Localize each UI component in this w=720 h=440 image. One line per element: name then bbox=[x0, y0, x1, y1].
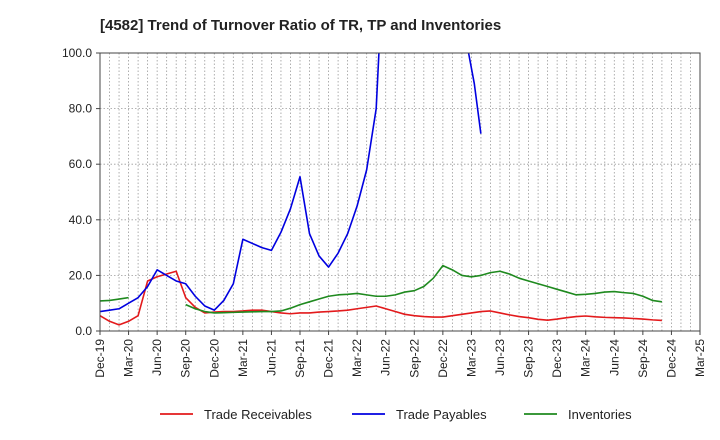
x-tick-label: Jun-20 bbox=[150, 339, 164, 376]
y-tick-label: 0.0 bbox=[75, 324, 92, 338]
x-tick-label: Sep-24 bbox=[636, 339, 650, 378]
plot-frame bbox=[99, 52, 701, 332]
x-tick-label: Dec-19 bbox=[93, 339, 107, 378]
x-tick-label: Jun-23 bbox=[493, 339, 507, 376]
x-tick-label: Sep-20 bbox=[179, 339, 193, 378]
x-tick-label: Sep-22 bbox=[407, 339, 421, 378]
y-tick-label: 40.0 bbox=[69, 213, 93, 227]
x-tick-label: Mar-20 bbox=[122, 339, 136, 377]
x-tick-label: Dec-24 bbox=[664, 339, 678, 378]
series-line-1 bbox=[467, 53, 482, 134]
axis-layer: 0.0 20.0 40.0 60.0 80.0 100.0 Dec-19 Mar-20 Jun-… bbox=[62, 46, 707, 378]
series-line-2 bbox=[185, 264, 663, 314]
x-tick-label: Jun-22 bbox=[379, 339, 393, 376]
y-tick-label: 100.0 bbox=[62, 46, 92, 60]
y-tick-label: 20.0 bbox=[69, 268, 93, 282]
x-tick-label: Mar-22 bbox=[350, 339, 364, 377]
x-tick-label: Jun-21 bbox=[264, 339, 278, 376]
x-tick-label: Mar-21 bbox=[236, 339, 250, 377]
series-line-0 bbox=[100, 270, 662, 326]
legend-label-2: Inventories bbox=[568, 407, 632, 422]
legend: Trade Receivables Trade Payables Inventori… bbox=[160, 407, 632, 422]
x-tick-label: Sep-21 bbox=[293, 339, 307, 378]
x-tick-label: Mar-25 bbox=[693, 339, 707, 377]
x-tick-label: Dec-23 bbox=[550, 339, 564, 378]
legend-label-1: Trade Payables bbox=[396, 407, 487, 422]
series-line-2 bbox=[100, 296, 129, 302]
x-tick-label: Sep-23 bbox=[522, 339, 536, 378]
series-layer bbox=[100, 53, 663, 326]
legend-label-0: Trade Receivables bbox=[204, 407, 312, 422]
y-tick-label: 60.0 bbox=[69, 157, 93, 171]
x-tick-label: Dec-22 bbox=[436, 339, 450, 378]
x-tick-label: Dec-20 bbox=[207, 339, 221, 378]
x-tick-label: Jun-24 bbox=[607, 339, 621, 376]
x-tick-label: Mar-23 bbox=[464, 339, 478, 377]
y-tick-label: 80.0 bbox=[69, 102, 93, 116]
series-line-1 bbox=[100, 53, 380, 313]
chart-title: [4582] Trend of Turnover Ratio of TR, TP… bbox=[100, 17, 501, 34]
x-tick-label: Mar-24 bbox=[579, 339, 593, 377]
grid-layer bbox=[100, 53, 700, 331]
x-tick-label: Dec-21 bbox=[322, 339, 336, 378]
